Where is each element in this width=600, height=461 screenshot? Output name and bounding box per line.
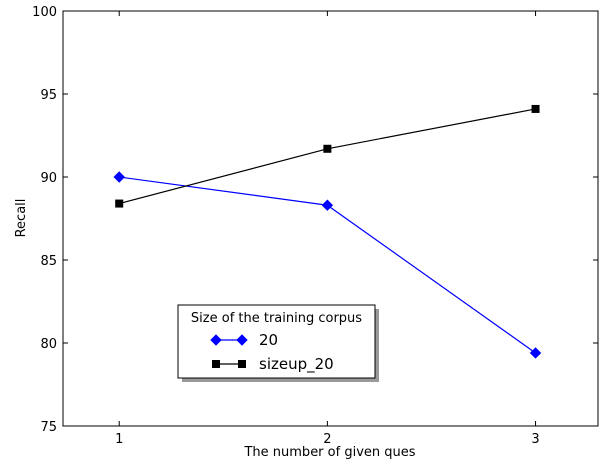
legend-marker-end-0 <box>236 334 248 346</box>
legend: Size of the training corpus 20 sizeup_20 <box>177 304 379 382</box>
legend-marker-1 <box>212 360 220 368</box>
legend-label-1: sizeup_20 <box>259 355 334 374</box>
x-tick-label: 1 <box>115 432 123 447</box>
x-tick-label: 2 <box>323 432 331 447</box>
y-tick-label: 80 <box>40 337 57 352</box>
x-axis-label: The number of given ques <box>243 445 415 460</box>
legend-marker-end-1 <box>238 360 246 368</box>
y-tick-label: 75 <box>40 420 57 435</box>
legend-title: Size of the training corpus <box>191 311 362 326</box>
data-point-s0-1 <box>321 199 334 211</box>
x-axis: 1 2 3 <box>115 11 540 447</box>
data-point-s0-0 <box>113 171 125 183</box>
data-point-s1-2 <box>531 104 540 113</box>
data-point-s0-2 <box>529 347 542 359</box>
legend-box <box>177 304 376 379</box>
y-axis-label: Recall <box>14 199 29 238</box>
legend-label-0: 20 <box>259 331 278 349</box>
y-tick-label: 85 <box>40 254 57 269</box>
y-tick-label: 95 <box>40 88 57 103</box>
series-layer <box>113 104 542 359</box>
y-tick-label: 90 <box>40 171 57 186</box>
data-point-s1-0 <box>115 199 124 208</box>
y-axis: 75 80 85 90 95 100 <box>32 5 598 435</box>
legend-marker-0 <box>210 334 222 346</box>
legend-items: 20 sizeup_20 <box>210 331 334 374</box>
data-point-s1-1 <box>323 144 332 153</box>
y-tick-label: 100 <box>32 5 57 20</box>
x-tick-label: 3 <box>531 432 539 447</box>
